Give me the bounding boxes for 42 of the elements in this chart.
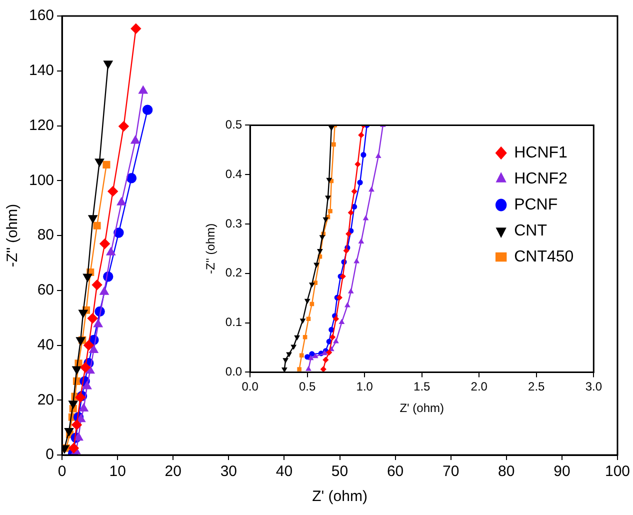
x-tick-label: 40 [276,463,293,480]
legend-label: HCNF1 [514,144,568,162]
y-tick-label: 0.1 [225,315,242,330]
x-tick-label: 70 [442,463,460,480]
y-axis-title: -Z'' (ohm) [4,204,22,268]
y-tick-label: 140 [28,62,54,80]
y-tick-label: 0.2 [225,266,242,280]
y-tick-label: 0 [46,446,54,464]
y-tick-label: 0.4 [225,166,242,181]
x-tick-label: 1.5 [414,380,431,394]
y-tick-label: 0.5 [225,118,242,132]
x-tick-label: 0 [58,463,66,480]
x-axis-title: Z' (ohm) [400,401,444,416]
y-tick-label: 0.0 [225,364,242,379]
x-tick-label: 50 [331,463,348,480]
y-tick-label: 40 [37,336,54,354]
y-tick-label: 100 [28,172,54,189]
x-tick-label: 2.5 [528,380,546,394]
y-tick-label: 60 [37,282,54,299]
x-tick-label: 30 [220,463,238,480]
y-tick-label: 20 [37,391,54,408]
y-tick-label: 80 [37,226,54,244]
y-axis-title: -Z'' (ohm) [204,223,218,274]
x-tick-label: 1.0 [356,380,374,394]
x-tick-label: 100 [604,463,630,480]
x-tick-label: 10 [109,463,126,480]
x-tick-label: 0.0 [242,380,259,394]
legend-label: CNT [514,222,548,240]
x-tick-label: 0.5 [299,380,316,394]
legend-label: PCNF [514,196,558,214]
x-tick-label: 90 [554,463,570,480]
y-tick-label: 0.3 [225,216,242,230]
x-tick-label: 3.0 [585,380,602,394]
x-tick-label: 20 [164,463,182,480]
legend-label: CNT450 [514,248,574,266]
x-tick-label: 60 [386,463,404,480]
legend-label: HCNF2 [514,170,568,188]
x-axis-title: Z' (ohm) [312,488,368,506]
y-tick-label: 160 [28,7,54,24]
x-tick-label: 80 [498,463,515,480]
x-tick-label: 2.0 [470,380,488,394]
y-tick-label: 120 [28,116,54,134]
